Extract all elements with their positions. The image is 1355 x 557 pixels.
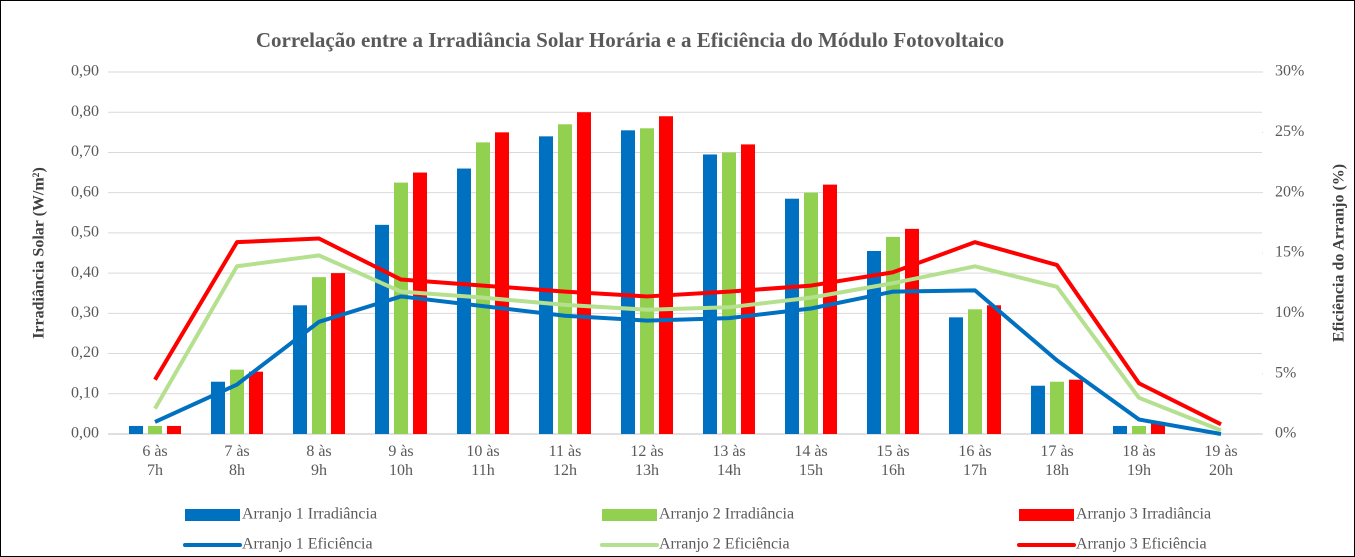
bar xyxy=(640,128,654,435)
y2-axis-title: Eficiência do Arranjo (%) xyxy=(1331,164,1348,342)
x-tick-label: 18 às 19h xyxy=(1122,443,1156,479)
bar xyxy=(312,277,326,434)
bar xyxy=(1069,379,1083,434)
y2-tick-label: 5% xyxy=(1275,364,1296,381)
bar xyxy=(148,425,162,434)
bar xyxy=(867,250,881,434)
y2-tick-label: 0% xyxy=(1275,425,1296,442)
x-tick-label: 7 às 8h xyxy=(224,443,250,479)
bar xyxy=(375,224,389,434)
y-tick-label: 0,80 xyxy=(71,103,99,120)
x-tick-label: 15 às 16h xyxy=(876,443,910,479)
legend-swatch xyxy=(1019,509,1074,521)
x-tick-label: 19 às 20h xyxy=(1204,443,1238,479)
x-tick-label: 12 às 13h xyxy=(630,443,664,479)
legend-label: Arranjo 3 Eficiência xyxy=(1076,536,1207,553)
chart-title: Correlação entre a Irradiância Solar Hor… xyxy=(256,28,1004,52)
x-tick-label: 13 às 14h xyxy=(712,443,746,479)
bar xyxy=(949,317,963,434)
y-tick-label: 0,70 xyxy=(71,143,99,160)
bar xyxy=(129,425,143,434)
y-tick-label: 0,40 xyxy=(71,264,99,281)
bar xyxy=(785,198,799,434)
bar xyxy=(823,184,837,434)
bar xyxy=(1031,385,1045,434)
y2-tick-label: 20% xyxy=(1275,183,1304,200)
bar xyxy=(1113,425,1127,434)
bar xyxy=(1050,381,1064,434)
y-axis-title: Irradiância Solar (W/m²) xyxy=(31,167,48,339)
bar xyxy=(659,116,673,434)
legend-label: Arranjo 1 Eficiência xyxy=(242,536,373,553)
bar xyxy=(621,130,635,435)
x-tick-label: 8 às 9h xyxy=(306,443,332,479)
bar xyxy=(804,192,818,434)
bar xyxy=(539,136,553,434)
bar xyxy=(577,112,591,434)
y-tick-label: 0,60 xyxy=(71,183,99,200)
legend-label: Arranjo 2 Irradiância xyxy=(659,506,794,523)
y-tick-label: 0,10 xyxy=(71,384,99,401)
x-tick-label: 11 às 12h xyxy=(548,443,582,479)
bar xyxy=(987,305,1001,434)
legend-label: Arranjo 2 Eficiência xyxy=(659,536,790,553)
y-tick-label: 0,00 xyxy=(71,425,99,442)
legend-swatch xyxy=(185,509,240,521)
bar xyxy=(394,182,408,434)
y2-tick-label: 15% xyxy=(1275,244,1304,261)
legend-label: Arranjo 3 Irradiância xyxy=(1076,506,1211,523)
bar xyxy=(476,142,490,434)
bar xyxy=(457,168,471,435)
y2-tick-label: 30% xyxy=(1275,63,1304,80)
x-tick-label: 17 às 18h xyxy=(1040,443,1074,479)
line xyxy=(153,236,1222,427)
bar xyxy=(495,132,509,435)
x-tick-label: 6 às 7h xyxy=(142,443,168,479)
line xyxy=(154,288,1222,436)
x-tick-label: 14 às 15h xyxy=(794,443,828,479)
bar xyxy=(249,371,263,434)
y-tick-label: 0,20 xyxy=(71,344,99,361)
y2-tick-label: 10% xyxy=(1275,304,1304,321)
x-tick-label: 9 às 10h xyxy=(388,443,414,479)
bar xyxy=(293,305,307,434)
bar xyxy=(905,228,919,434)
bar xyxy=(413,172,427,435)
bar xyxy=(886,236,900,434)
x-tick-label: 16 às 17h xyxy=(958,443,992,479)
x-tick-label: 10 às 11h xyxy=(466,443,500,479)
legend-swatch xyxy=(602,509,657,521)
legend-label: Arranjo 1 Irradiância xyxy=(242,506,377,523)
bar xyxy=(968,309,982,434)
y-tick-label: 0,50 xyxy=(71,224,99,241)
y-tick-label: 0,30 xyxy=(71,304,99,321)
bar xyxy=(1132,425,1146,434)
line xyxy=(153,253,1222,433)
y-tick-label: 0,90 xyxy=(71,63,99,80)
y2-tick-label: 25% xyxy=(1275,123,1304,140)
bar xyxy=(331,273,345,434)
bar xyxy=(167,425,181,434)
bar xyxy=(558,124,572,435)
